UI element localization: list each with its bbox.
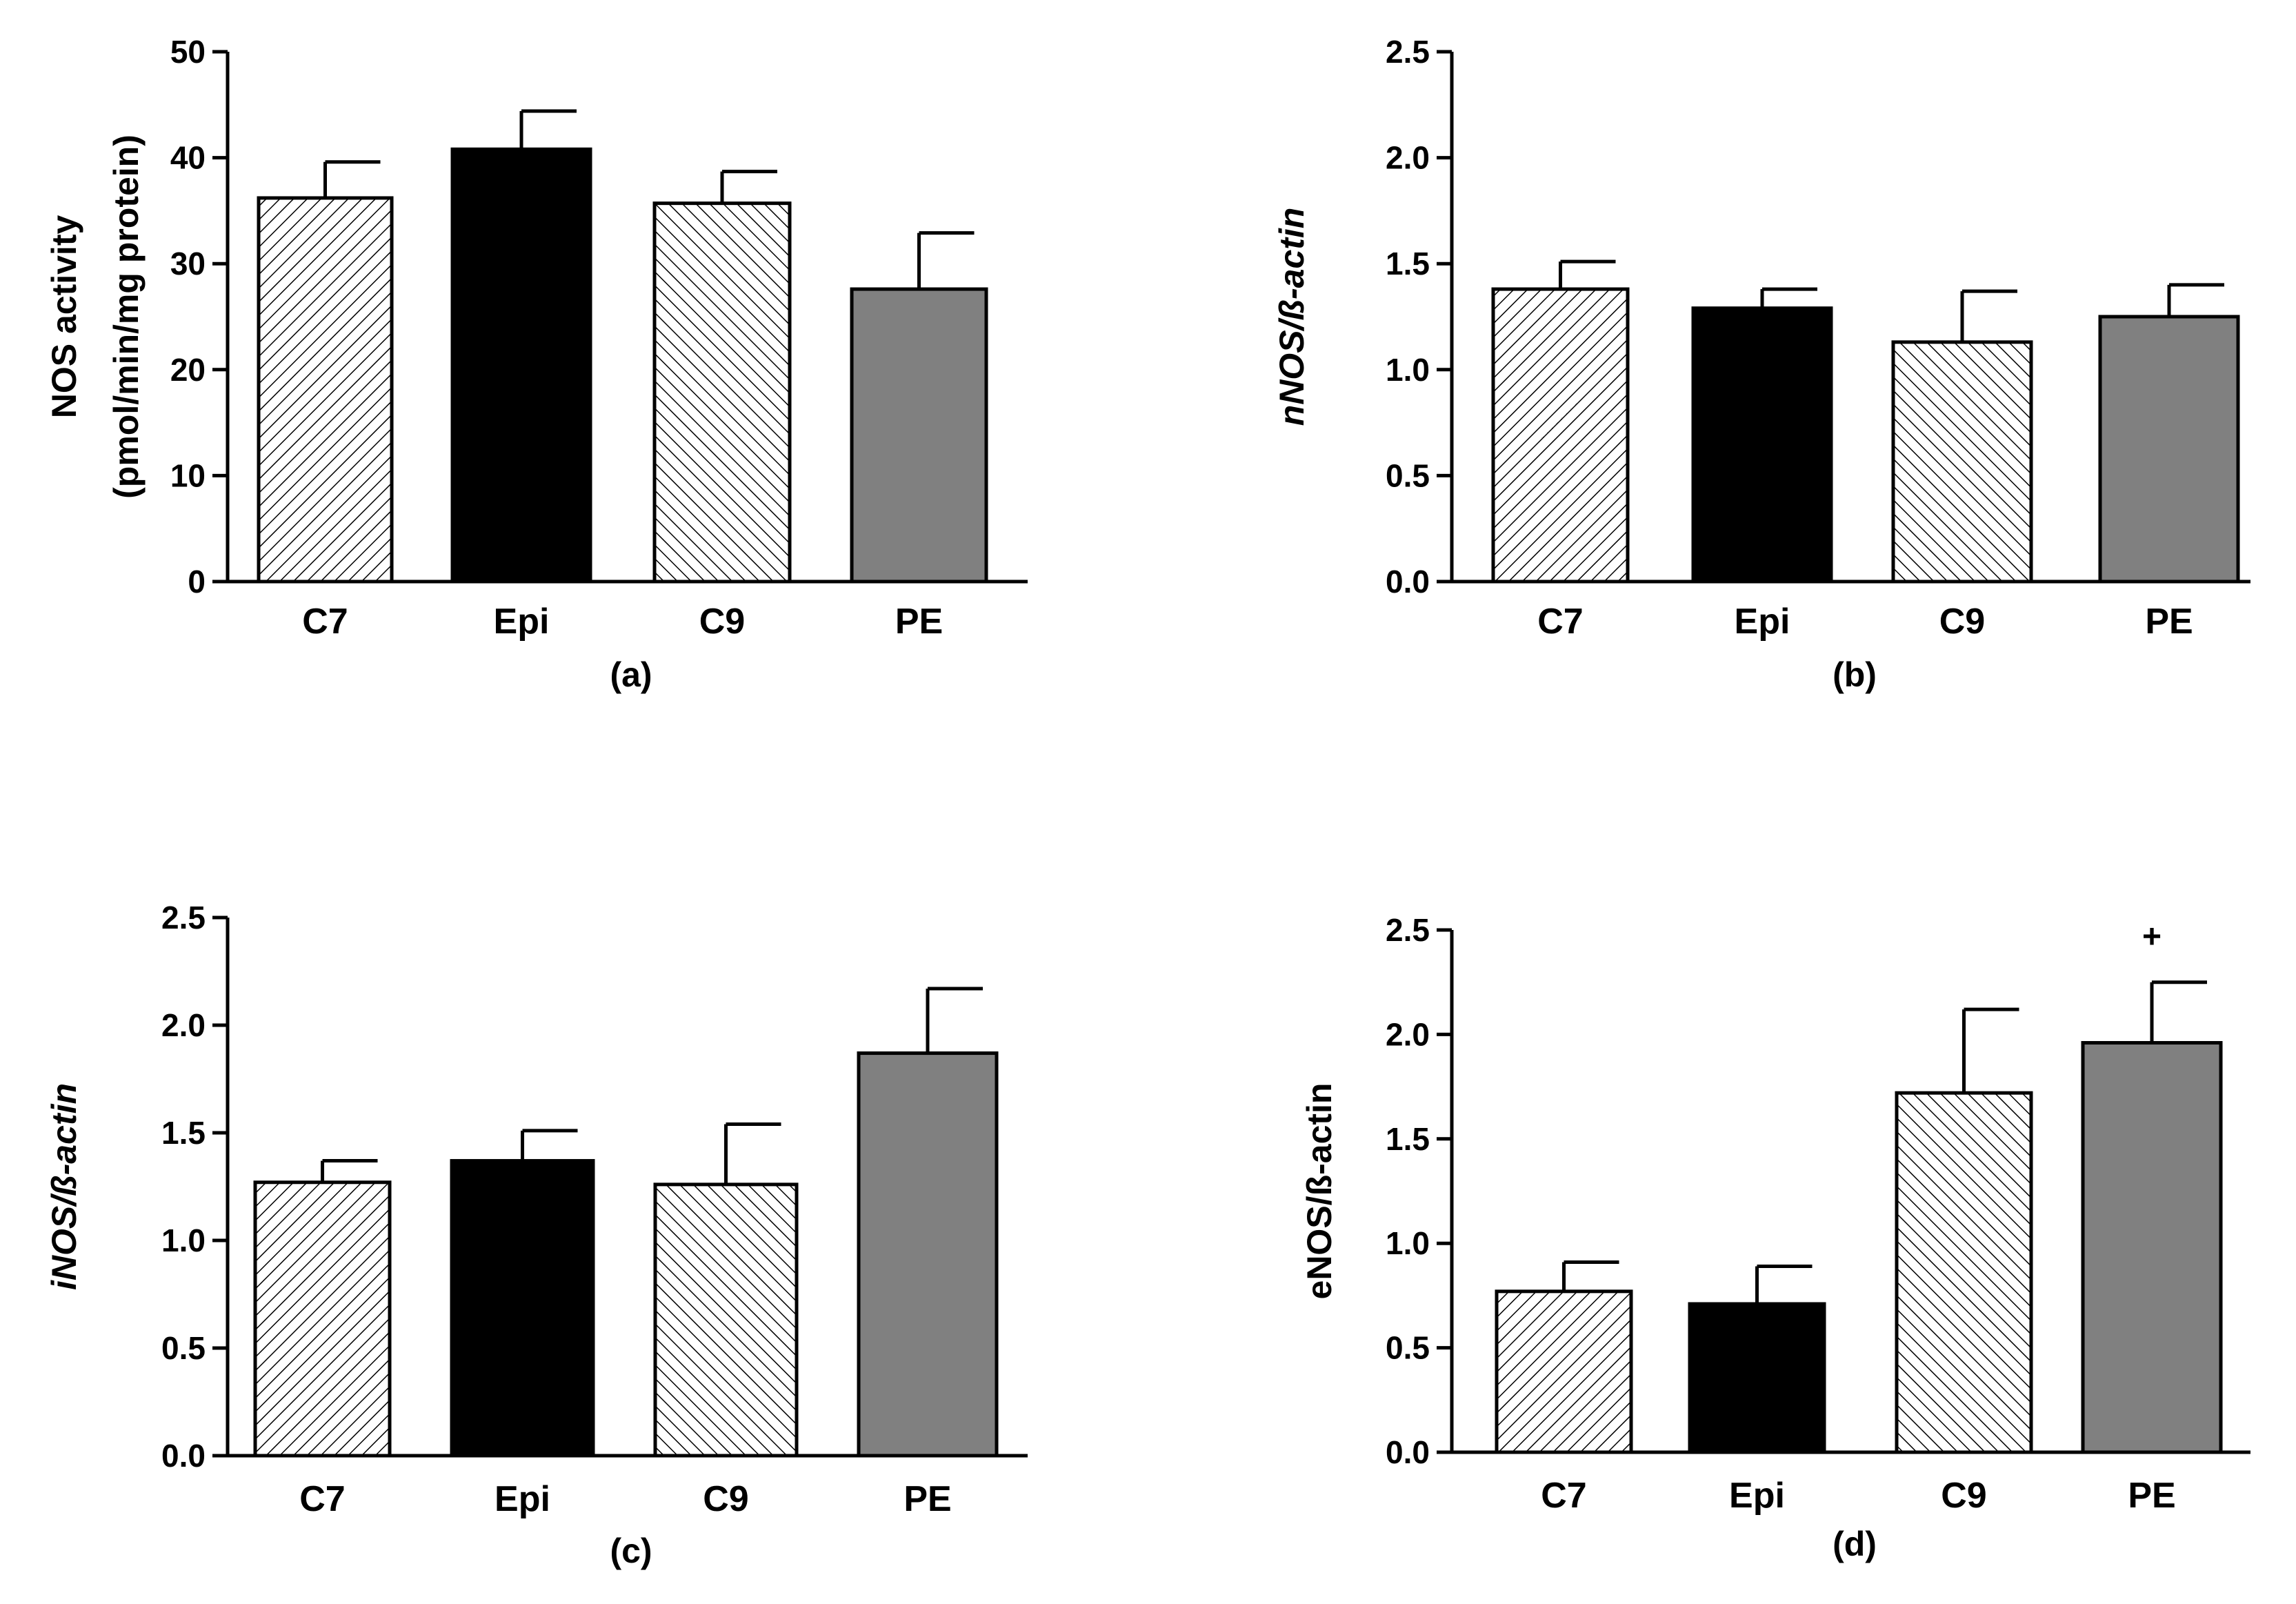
y-tick-label: 30 — [170, 246, 206, 281]
x-tick-label: C9 — [699, 602, 745, 642]
y-tick-label: 2.0 — [161, 1007, 206, 1043]
y-tick-label: 0.0 — [161, 1438, 206, 1474]
x-tick-label: C7 — [299, 1479, 345, 1519]
panel-label: (d) — [1833, 1525, 1877, 1563]
y-tick-label: 1.0 — [1386, 1225, 1430, 1261]
x-tick-label: C7 — [1537, 602, 1583, 642]
bar-c9 — [1891, 340, 2033, 584]
bar-c9 — [652, 201, 792, 584]
bar-pe — [2098, 315, 2240, 584]
y-tick-label: 1.0 — [1386, 352, 1430, 388]
chart-panel-3: 0.0 0.5 1.0 1.5 2.0 2.5 C7 Epi C9 PE iNOS/ß-actin (… — [45, 900, 1028, 1570]
x-tick-label: C9 — [703, 1479, 748, 1519]
y-tick-label: 0 — [188, 564, 206, 600]
x-tick-label: Epi — [1729, 1476, 1785, 1516]
bar-pe — [857, 1051, 999, 1458]
x-tick-label: PE — [904, 1479, 951, 1519]
y-tick-label: 0.0 — [1386, 564, 1430, 600]
y-tick-label: 10 — [170, 457, 206, 493]
y-tick-label: 40 — [170, 140, 206, 176]
bar-c7 — [1491, 287, 1630, 584]
y-tick-label: 2.5 — [161, 900, 206, 935]
significance-marker: + — [2142, 919, 2162, 956]
y-tick-label: 2.5 — [1386, 912, 1430, 948]
bar-pe — [2081, 1041, 2223, 1454]
y-tick-label: 0.5 — [1386, 1330, 1430, 1366]
x-tick-label: Epi — [494, 602, 550, 642]
bar-c7 — [1495, 1289, 1633, 1454]
bar-epi — [450, 147, 592, 584]
x-tick-label: PE — [2128, 1476, 2175, 1516]
chart-panel-1: 0 10 20 30 40 50 C7 Epi C9 PE NOS activity (pmol/mi… — [45, 34, 1028, 694]
bar-c9 — [653, 1182, 799, 1458]
panel-label: (c) — [610, 1532, 652, 1570]
bar-epi — [1691, 306, 1833, 584]
x-tick-label: C9 — [1939, 602, 1985, 642]
bar-epi — [450, 1159, 595, 1458]
y-tick-label: 0.5 — [161, 1330, 206, 1366]
y-tick-label: 1.5 — [1386, 246, 1430, 281]
bar-c9 — [1895, 1091, 2033, 1454]
y-axis-label: iNOS/ß-actin — [45, 1083, 83, 1290]
x-tick-label: PE — [895, 602, 943, 642]
x-tick-label: Epi — [1735, 602, 1790, 642]
bar-c7 — [257, 196, 394, 584]
y-axis-label-units: (pmol/min/mg protein) — [107, 135, 146, 499]
panel-label: (a) — [610, 655, 652, 694]
y-axis-label: nNOS/ß-actin — [1272, 208, 1311, 426]
x-tick-label: Epi — [495, 1479, 550, 1519]
y-tick-label: 1.5 — [161, 1115, 206, 1151]
y-tick-label: 1.5 — [1386, 1121, 1430, 1157]
y-tick-label: 1.0 — [161, 1222, 206, 1258]
y-tick-label: 20 — [170, 352, 206, 388]
bar-pe — [850, 287, 988, 584]
y-tick-label: 50 — [170, 34, 206, 70]
x-tick-label: C7 — [302, 602, 348, 642]
y-axis-label: NOS activity — [45, 215, 83, 419]
y-tick-label: 2.0 — [1386, 1016, 1430, 1052]
panel-label: (b) — [1833, 655, 1877, 694]
y-axis-label: eNOS/ß-actin — [1300, 1083, 1339, 1300]
bar-c7 — [253, 1180, 392, 1458]
x-tick-label: PE — [2145, 602, 2193, 642]
y-tick-label: 0.5 — [1386, 457, 1430, 493]
bar-epi — [1688, 1302, 1826, 1454]
x-tick-label: C7 — [1541, 1476, 1586, 1516]
chart-panel-4: 0.0 0.5 1.0 1.5 2.0 2.5 C7 Epi C9 PE + eNOS/ß-actin… — [1300, 912, 2250, 1563]
y-tick-label: 2.5 — [1386, 34, 1430, 70]
chart-panel-2: 0.0 0.5 1.0 1.5 2.0 2.5 C7 Epi C9 PE nNOS/ß-actin (… — [1272, 34, 2250, 694]
y-tick-label: 2.0 — [1386, 140, 1430, 176]
x-tick-label: C9 — [1941, 1476, 1986, 1516]
y-tick-label: 0.0 — [1386, 1434, 1430, 1470]
